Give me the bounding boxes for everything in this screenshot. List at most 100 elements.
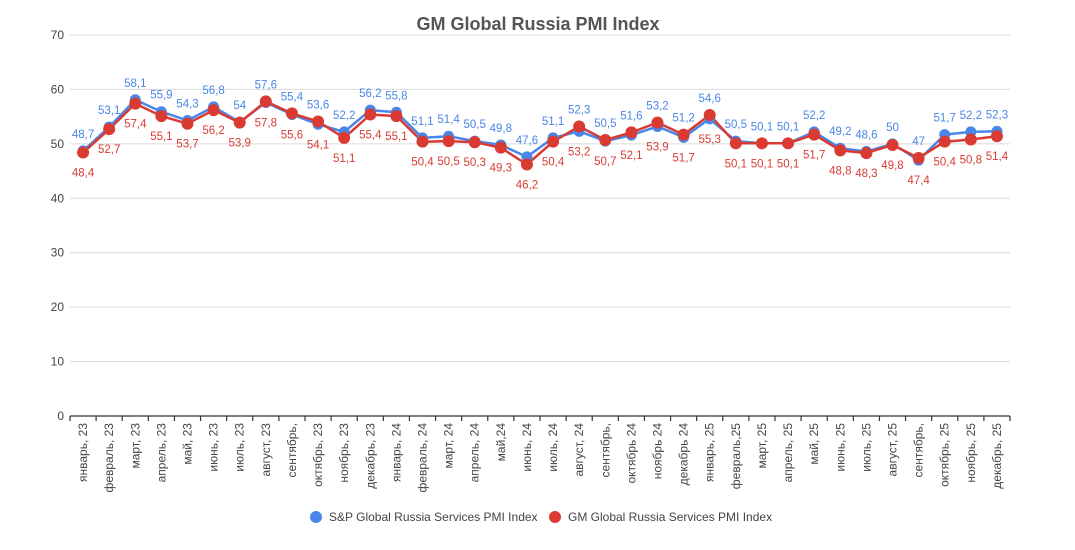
data-point-series-2 [573, 120, 586, 133]
data-point-series-2 [651, 116, 664, 129]
data-label-series-1: 53,6 [307, 100, 329, 112]
data-label-series-1: 50,5 [464, 119, 486, 131]
x-tick-label: май,24 [494, 423, 508, 462]
data-label-series-1: 54,3 [176, 98, 198, 110]
data-label-series-1: 55,4 [281, 91, 304, 103]
data-label-series-2: 50,7 [594, 156, 616, 168]
data-label-series-1: 47 [912, 136, 925, 148]
data-label-series-2: 55,1 [385, 131, 407, 143]
data-label-series-1: 50,1 [777, 121, 799, 133]
data-label-series-2: 57,8 [255, 117, 277, 129]
data-label-series-2: 47,4 [907, 175, 930, 187]
data-point-series-2 [181, 117, 194, 130]
chart-title: GM Global Russia PMI Index [416, 14, 659, 34]
x-tick-label: январь, 24 [389, 423, 403, 482]
data-label-series-1: 47,6 [516, 135, 538, 147]
data-label-series-1: 54,6 [699, 93, 721, 105]
data-label-series-1: 50,5 [725, 119, 747, 131]
data-point-series-2 [233, 116, 246, 129]
data-point-series-2 [703, 109, 716, 122]
x-tick-label: июль, 25 [859, 423, 873, 472]
data-label-series-1: 52,3 [568, 104, 590, 116]
x-tick-label: январь, 25 [703, 423, 717, 482]
data-label-series-1: 53,2 [646, 101, 668, 113]
data-label-series-2: 51,1 [333, 153, 355, 165]
data-point-series-2 [364, 108, 377, 121]
legend-label-1: S&P Global Russia Services PMI Index [329, 510, 538, 524]
data-label-series-2: 55,3 [699, 134, 721, 146]
x-tick-label: декабрь 24 [677, 423, 691, 486]
legend: S&P Global Russia Services PMI Index GM G… [310, 510, 772, 524]
data-label-series-2: 50,1 [725, 158, 747, 170]
data-point-series-2 [755, 137, 768, 150]
data-point-series-2 [520, 158, 533, 171]
data-label-series-2: 55,4 [359, 129, 382, 141]
data-label-series-1: 50 [886, 122, 899, 134]
data-point-series-2 [390, 110, 403, 123]
data-point-series-2 [964, 133, 977, 146]
data-label-series-1: 54 [233, 100, 246, 112]
data-point-series-2 [442, 135, 455, 148]
x-tick-label: февраль,25 [729, 423, 743, 490]
data-label-series-1: 52,2 [333, 110, 355, 122]
x-tick-label: октябрь, 25 [938, 423, 952, 487]
y-tick-label: 30 [51, 246, 65, 260]
x-tick-label: октябрь, 23 [311, 423, 325, 487]
data-label-series-2: 55,1 [150, 131, 172, 143]
data-label-series-2: 53,9 [646, 141, 668, 153]
data-label-series-2: 51,4 [986, 151, 1009, 163]
y-tick-label: 70 [51, 28, 65, 42]
data-label-series-2: 51,7 [803, 150, 825, 162]
data-point-series-2 [338, 131, 351, 144]
series [77, 94, 1003, 171]
data-label-series-1: 51,6 [620, 110, 642, 122]
data-label-series-2: 50,5 [437, 156, 459, 168]
data-label-series-1: 51,4 [437, 114, 460, 126]
legend-marker-2 [549, 511, 561, 523]
x-tick-label: апрель, 23 [154, 423, 168, 483]
data-label-series-1: 55,8 [385, 90, 407, 102]
data-labels: 48,7 48,4 53,1 52,7 58,1 57,4 55,9 55,1 54,3 53,7… [72, 78, 1009, 192]
x-tick-label: февраль, 23 [102, 423, 116, 493]
data-label-series-2: 52,7 [98, 144, 120, 156]
x-tick-label: август, 23 [259, 423, 273, 477]
data-point-series-2 [547, 135, 560, 148]
x-tick-label: август, 25 [886, 423, 900, 477]
data-label-series-1: 52,3 [986, 109, 1008, 121]
data-label-series-1: 51,1 [542, 116, 564, 128]
data-label-series-2: 49,8 [881, 160, 903, 172]
x-tick-label: июль, 23 [233, 423, 247, 472]
data-label-series-1: 51,1 [411, 116, 433, 128]
x-tick-label: сентябрь, [912, 423, 926, 477]
data-label-series-2: 53,9 [229, 138, 251, 150]
data-point-series-2 [468, 136, 481, 149]
data-label-series-2: 54,1 [307, 139, 329, 151]
data-label-series-1: 48,7 [72, 129, 94, 141]
data-label-series-2: 48,3 [855, 168, 877, 180]
x-tick-label: июнь, 23 [207, 423, 221, 472]
data-label-series-1: 53,1 [98, 105, 120, 117]
data-label-series-2: 50,4 [542, 157, 565, 169]
data-label-series-1: 50,5 [594, 118, 616, 130]
x-tick-label: июнь, 25 [833, 423, 847, 472]
data-label-series-2: 50,1 [777, 158, 799, 170]
legend-label-2: GM Global Russia Services PMI Index [568, 510, 772, 524]
x-tick-label: апрель, 24 [468, 423, 482, 483]
data-label-series-1: 52,2 [803, 110, 825, 122]
data-label-series-2: 50,8 [960, 155, 982, 167]
data-label-series-2: 52,1 [620, 150, 642, 162]
x-tick-label: декабрь, 25 [990, 423, 1004, 489]
data-point-series-2 [155, 110, 168, 123]
data-label-series-2: 50,1 [751, 158, 773, 170]
x-axis: январь, 23 февраль, 23 март, 23 апрель, 23 м… [69, 415, 1011, 493]
data-point-series-2 [599, 134, 612, 147]
x-tick-label: октябрь 24 [624, 423, 638, 484]
data-point-series-2 [860, 147, 873, 160]
data-point-series-2 [729, 137, 742, 150]
x-tick-label: сентябрь, [285, 423, 299, 477]
x-tick-label: декабрь, 23 [363, 423, 377, 489]
data-label-series-1: 55,9 [150, 90, 172, 102]
x-tick-label: июнь, 24 [520, 423, 534, 472]
x-tick-label: июль, 24 [546, 423, 560, 472]
